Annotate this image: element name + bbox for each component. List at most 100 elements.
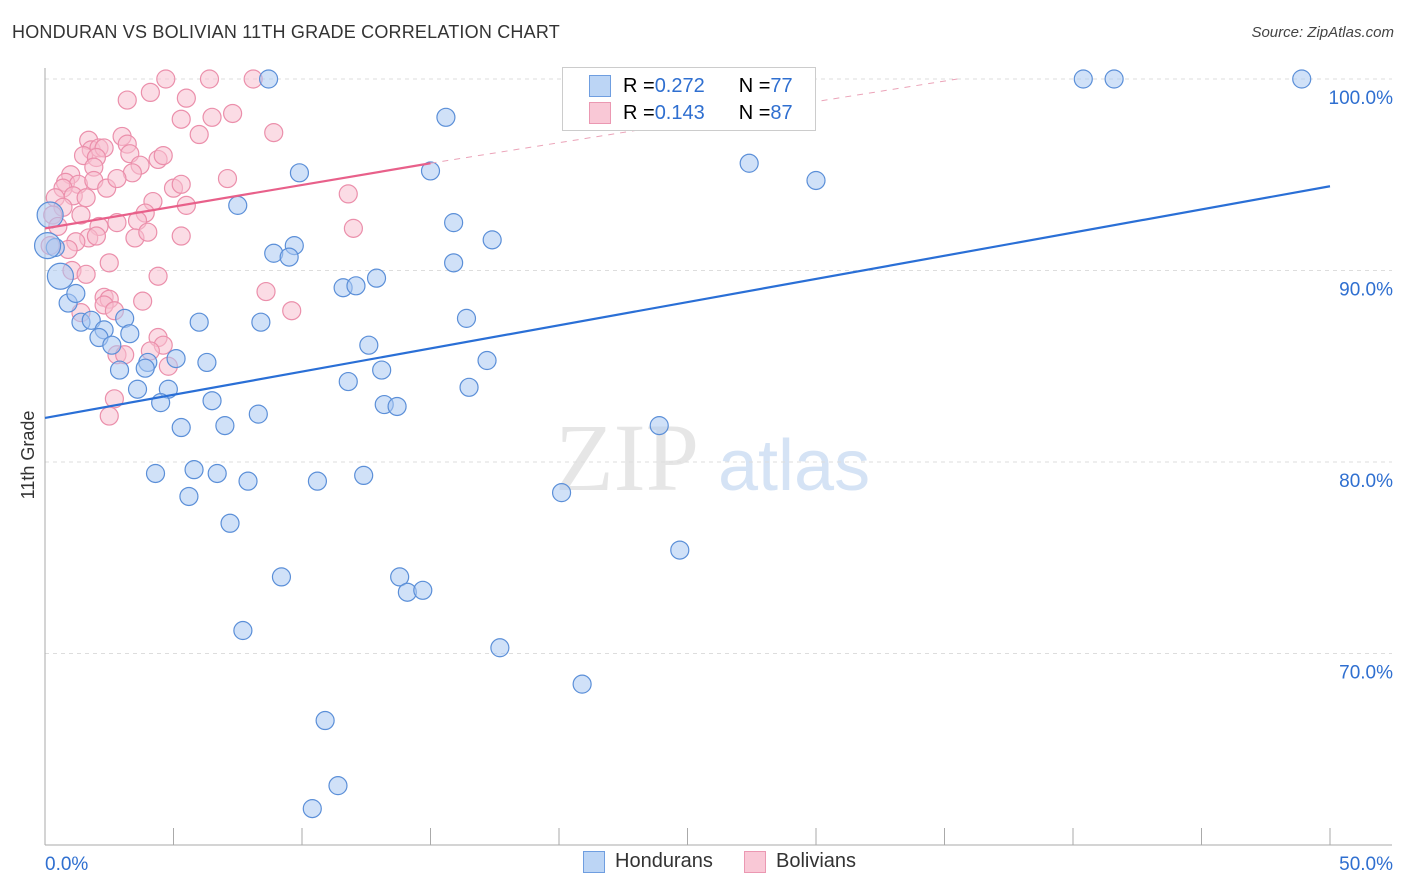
honduran-point [66, 283, 86, 304]
honduran-point [189, 312, 209, 332]
honduran-point [359, 335, 379, 355]
honduran-point [477, 350, 497, 371]
honduran-point [328, 776, 348, 796]
bolivian-point [133, 291, 153, 311]
watermark-zip: ZIP [555, 404, 699, 511]
bolivian-point [171, 174, 191, 194]
bolivian-point [153, 146, 173, 166]
honduran-point [551, 483, 572, 503]
bolivian-point [99, 406, 119, 426]
stats-legend: R = 0.272 N = 77 R = 0.143 N = 87 [562, 67, 816, 131]
honduran-point [33, 232, 62, 260]
honduran-point [166, 348, 186, 369]
honduran-point [81, 310, 101, 330]
y-tick-label: 90.0% [1339, 280, 1393, 301]
y-tick-label: 70.0% [1339, 663, 1393, 684]
bolivian-point [104, 389, 124, 409]
honduran-point [302, 799, 322, 819]
honduran-point [315, 710, 335, 731]
x-tick-label-min: 0.0% [45, 854, 88, 875]
honduran-point [258, 69, 279, 89]
honduran-point [207, 463, 227, 484]
honduran-point [387, 396, 407, 417]
honduran-point [289, 163, 310, 183]
honduran-point [390, 567, 410, 587]
bolivian-point [107, 168, 127, 189]
honduran-point [307, 471, 328, 491]
legend-row-bolivians: R = 0.143 N = 87 [589, 100, 793, 126]
bolivian-point [171, 226, 191, 246]
pink-swatch [589, 102, 611, 124]
n-label: N = [738, 101, 771, 124]
honduran-point [220, 513, 240, 533]
legend-item-bolivians[interactable]: Bolivians [744, 850, 856, 873]
r-label: R = [623, 101, 655, 124]
honduran-point [215, 416, 235, 436]
bolivian-point [264, 123, 284, 143]
honduran-point [120, 324, 140, 344]
bolivian-point [176, 88, 196, 108]
honduran-point [171, 417, 191, 438]
bolivian-point [71, 205, 91, 225]
honduran-point [271, 567, 292, 587]
honduran-point [338, 371, 358, 392]
bolivian-point [343, 218, 363, 238]
n-value: 87 [770, 101, 793, 124]
bolivian-point [338, 184, 358, 204]
honduran-point [184, 460, 204, 480]
n-label: N = [738, 74, 771, 97]
honduran-point [135, 358, 155, 378]
bolivian-trendline [44, 162, 431, 230]
bolivian-point [256, 281, 276, 302]
y-axis-label: 11th Grade [18, 411, 38, 500]
honduran-point [670, 540, 690, 560]
honduran-point [572, 674, 592, 694]
honduran-point [436, 107, 456, 127]
legend-row-hondurans: R = 0.272 N = 77 [589, 73, 793, 99]
bolivian-point [171, 109, 191, 129]
honduran-point [102, 335, 122, 355]
honduran-point [372, 360, 392, 380]
source-label: Source: ZipAtlas.com [1251, 24, 1394, 41]
honduran-point [739, 153, 759, 173]
honduran-point [346, 276, 366, 296]
honduran-point [109, 360, 130, 380]
blue-swatch [589, 75, 611, 97]
honduran-point [444, 213, 464, 233]
honduran-point [366, 268, 387, 288]
honduran-point [179, 486, 199, 507]
legend-label: Bolivians [776, 850, 857, 872]
honduran-point [233, 620, 253, 641]
n-value: 77 [770, 74, 793, 97]
x-tick-label-max: 50.0% [1339, 854, 1393, 875]
honduran-point [482, 230, 502, 250]
honduran-point [279, 247, 299, 267]
bolivian-point [107, 213, 127, 233]
bolivian-point [140, 82, 160, 103]
pink-swatch [744, 850, 766, 873]
bolivian-point [156, 69, 176, 89]
y-tick-label: 100.0% [1329, 88, 1394, 109]
honduran-point [806, 170, 826, 191]
y-tick-label: 80.0% [1339, 471, 1393, 492]
legend-item-hondurans[interactable]: Hondurans [583, 850, 713, 873]
bolivian-point [223, 103, 243, 124]
r-label: R = [623, 74, 655, 97]
honduran-point [145, 463, 166, 484]
honduran-point [456, 308, 477, 328]
honduran-point [248, 404, 268, 424]
bolivian-point [202, 107, 222, 127]
r-value: 0.143 [654, 101, 705, 124]
honduran-point [251, 312, 271, 332]
bolivian-point [76, 188, 96, 208]
honduran-point [420, 161, 441, 181]
bolivian-point [217, 168, 238, 189]
honduran-point [354, 465, 374, 486]
honduran-point [413, 580, 433, 600]
honduran-point [238, 471, 258, 491]
bolivian-point [117, 90, 137, 110]
honduran-point [228, 195, 248, 215]
honduran-point [46, 262, 75, 290]
